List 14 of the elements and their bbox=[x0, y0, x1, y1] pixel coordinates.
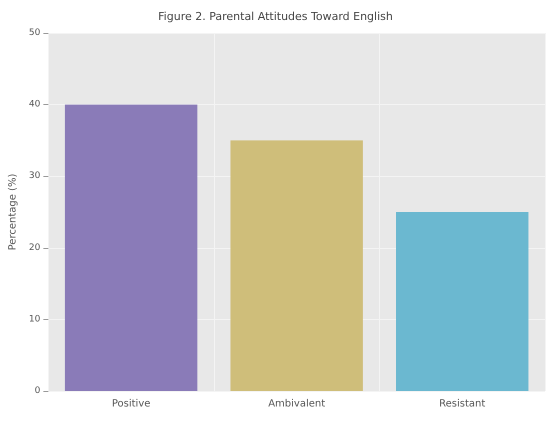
y-tick-label: 40 bbox=[28, 100, 41, 110]
x-tick-label: Positive bbox=[112, 398, 150, 410]
y-tick-label: 30 bbox=[28, 171, 41, 182]
x-tick-label: Resistant bbox=[439, 398, 486, 410]
bar bbox=[64, 104, 198, 391]
y-tick-label: 20 bbox=[28, 242, 41, 253]
y-tick-label: 50 bbox=[28, 28, 41, 38]
y-tick-label: 10 bbox=[28, 314, 41, 324]
chart-title: Figure 2. Parental Attitudes Toward English bbox=[158, 10, 393, 23]
y-tick-label: 0 bbox=[34, 386, 41, 396]
bar bbox=[230, 140, 363, 391]
x-tick-label: Ambivalent bbox=[268, 398, 326, 410]
bar bbox=[396, 212, 528, 391]
y-axis-title: Percentage (%) bbox=[8, 174, 18, 250]
